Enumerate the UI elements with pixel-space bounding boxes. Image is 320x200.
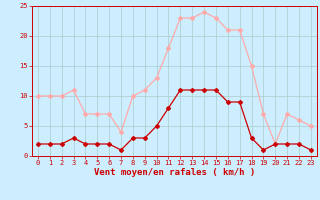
X-axis label: Vent moyen/en rafales ( km/h ): Vent moyen/en rafales ( km/h ) bbox=[94, 168, 255, 177]
